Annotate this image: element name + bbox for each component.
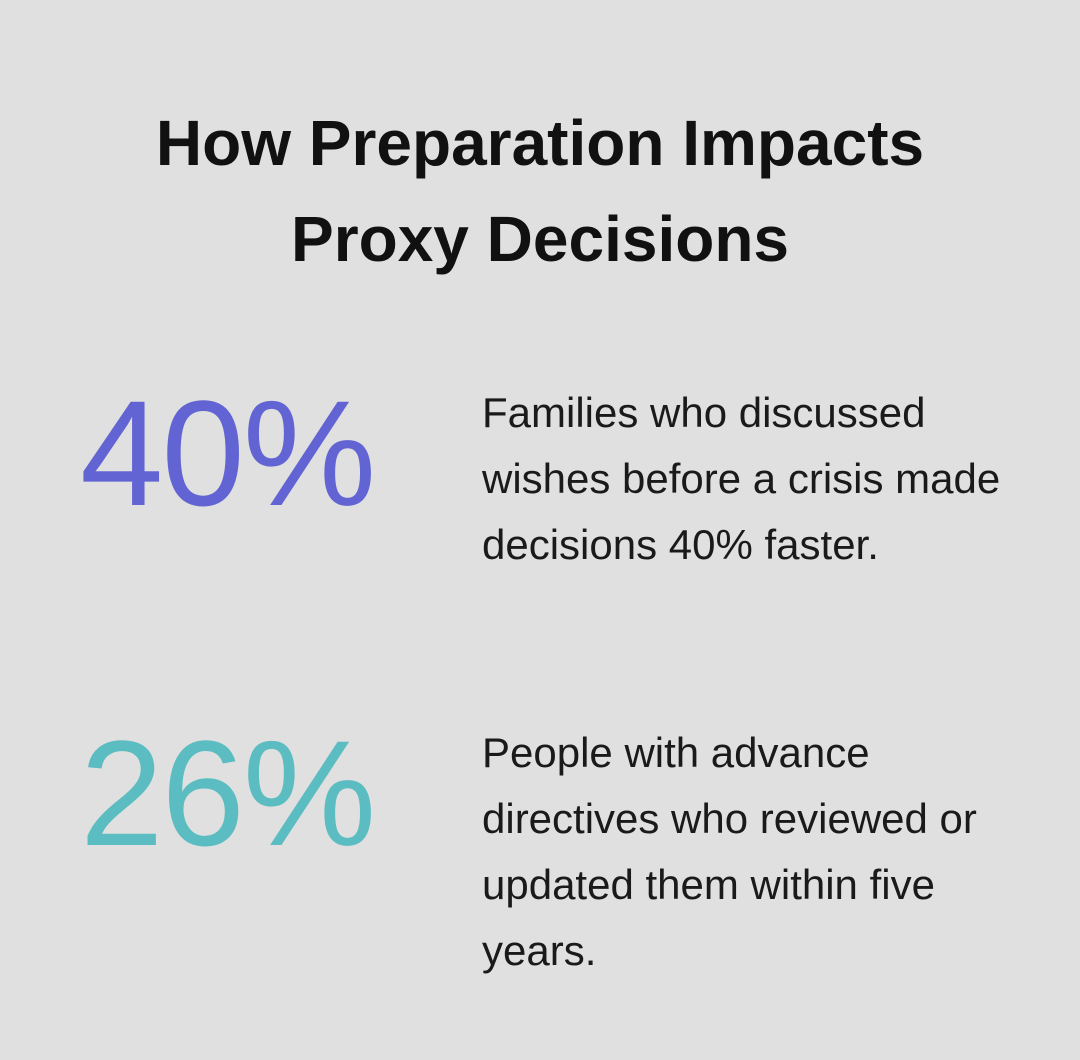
stat-value: 40% — [80, 369, 376, 537]
stat-description: Families who discussed wishes before a c… — [482, 389, 1001, 568]
stat-description: People with advance directives who revie… — [482, 729, 977, 974]
stat-value: 26% — [80, 709, 376, 877]
stat-block: 26% People with advance directives who r… — [0, 718, 1080, 978]
stat-block: 40% Families who discussed wishes before… — [0, 378, 1080, 638]
title: How Preparation Impacts Proxy Decisions — [155, 107, 925, 275]
